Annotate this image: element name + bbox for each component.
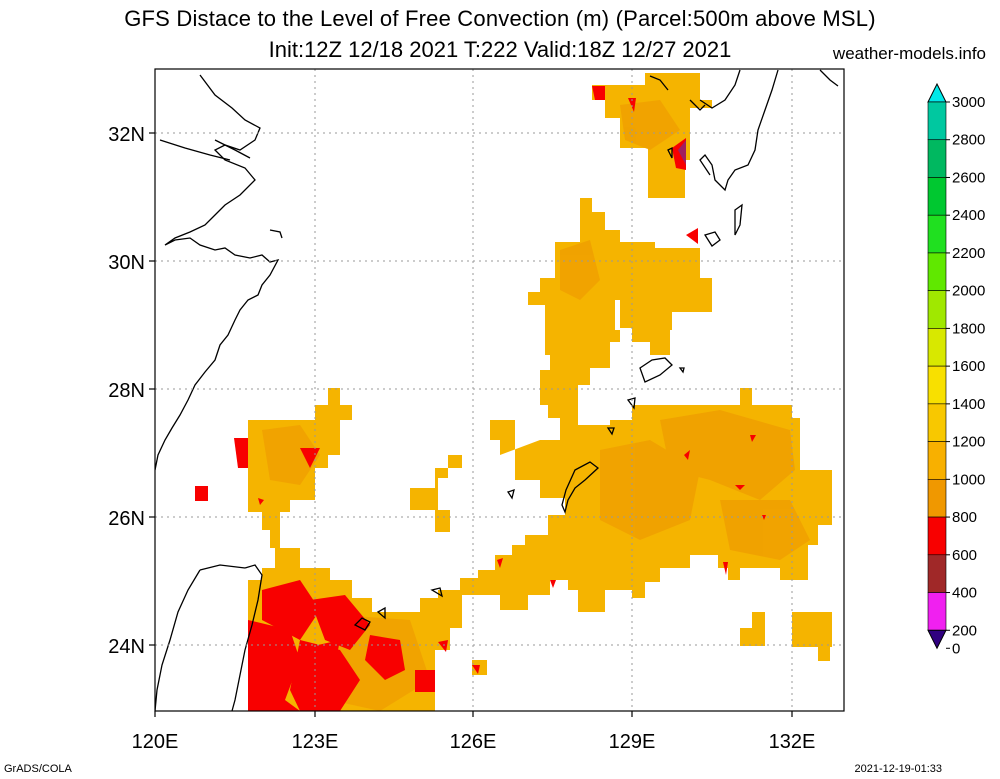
colorbar-label: 600 — [952, 547, 977, 564]
colorbar-swatch — [927, 479, 947, 518]
lon-label-126e: 126E — [450, 731, 497, 753]
colorbar-label: 1200 — [952, 434, 985, 451]
colorbar-label: 2400 — [952, 207, 985, 224]
map-title: GFS Distace to the Level of Free Convect… — [124, 6, 876, 31]
colorbar-swatch — [927, 290, 947, 329]
colorbar-swatch — [927, 101, 947, 141]
colorbar-swatch — [927, 177, 947, 216]
colorbar-label: 2200 — [952, 245, 985, 262]
colorbar-label: 0 — [952, 640, 960, 657]
colorbar-swatch — [927, 516, 947, 556]
field-layer — [195, 73, 832, 711]
lat-label-28n: 28N — [108, 380, 145, 402]
colorbar-swatch — [927, 214, 947, 254]
map-subtitle: Init:12Z 12/18 2021 T:222 Valid:18Z 12/2… — [268, 37, 732, 62]
footer-timestamp: 2021-12-19-01:33 — [854, 763, 942, 775]
colorbar-label: 800 — [952, 509, 977, 526]
lat-label-26n: 26N — [108, 508, 145, 530]
footer-software: GrADS/COLA — [4, 763, 72, 775]
colorbar-swatch — [927, 139, 947, 178]
colorbar-label: 200 — [952, 622, 977, 639]
lon-label-123e: 123E — [292, 731, 339, 753]
colorbar-swatch — [927, 403, 947, 442]
lon-label-120e: 120E — [132, 731, 179, 753]
tick-marks — [149, 132, 793, 717]
colorbar-label: 400 — [952, 585, 977, 602]
gridlines — [155, 69, 844, 711]
colorbar-swatch — [927, 554, 947, 593]
lat-label-24n: 24N — [108, 636, 145, 658]
colorbar: 3000 2800 2600 2400 2200 2000 1800 1600 1400 1200… — [927, 82, 985, 657]
lat-label-32n: 32N — [108, 124, 145, 146]
lon-label-129e: 129E — [609, 731, 656, 753]
colorbar-label: 2000 — [952, 283, 985, 300]
colorbar-bottom-arrow — [927, 629, 947, 650]
colorbar-label: 2600 — [952, 169, 985, 186]
colorbar-swatch — [927, 328, 947, 367]
colorbar-swatch — [927, 252, 947, 291]
lon-label-132e: 132E — [769, 731, 816, 753]
colorbar-swatch — [927, 592, 947, 631]
colorbar-label: 1800 — [952, 320, 985, 337]
colorbar-swatch — [927, 441, 947, 480]
colorbar-label: 1000 — [952, 471, 985, 488]
colorbar-label: 1600 — [952, 358, 985, 375]
site-credit: weather-models.info — [832, 44, 986, 63]
colorbar-label: 1400 — [952, 396, 985, 413]
coastline-layer — [155, 69, 839, 711]
colorbar-swatch — [927, 365, 947, 405]
colorbar-label: 2800 — [952, 132, 985, 149]
lat-label-30n: 30N — [108, 252, 145, 274]
colorbar-top-arrow — [927, 82, 947, 103]
colorbar-label: 3000 — [952, 94, 985, 111]
map-frame — [154, 68, 845, 712]
